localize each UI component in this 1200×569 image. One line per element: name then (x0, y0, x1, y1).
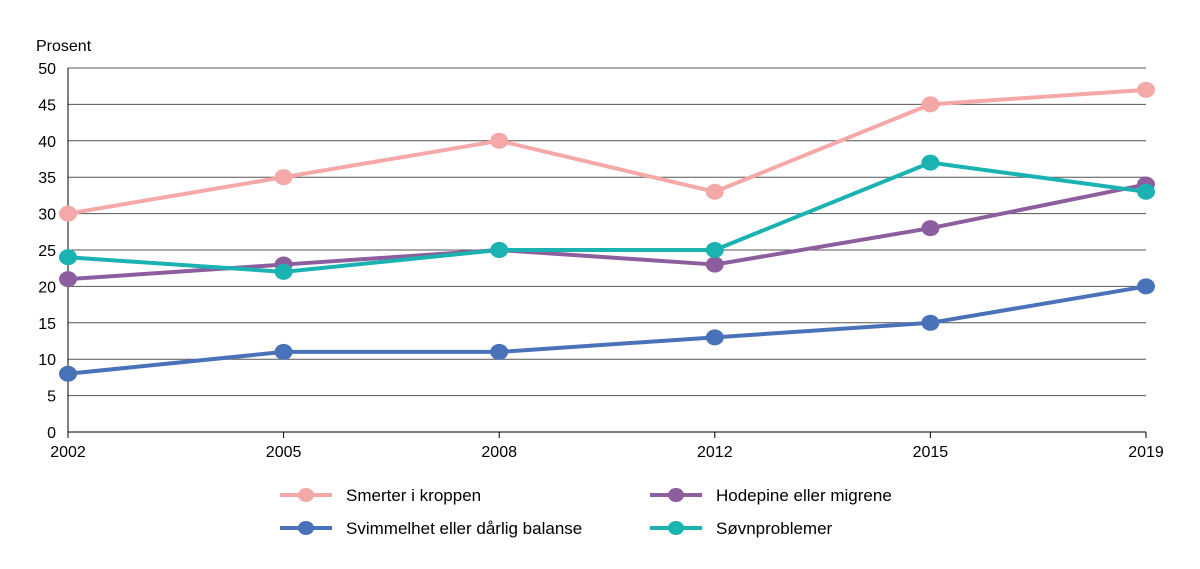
data-point (59, 271, 77, 288)
series (59, 81, 1155, 382)
y-tick-labels: 0 5 10 15 20 25 30 35 40 45 50 (38, 61, 56, 442)
x-tick-labels: 2002 2005 2008 2012 2015 2019 (50, 444, 1164, 461)
series-line (67, 160, 1147, 274)
data-point (59, 205, 77, 222)
data-point (490, 343, 509, 360)
y-tick-label: 20 (38, 279, 56, 296)
data-point (490, 132, 509, 149)
data-point (705, 183, 724, 200)
y-tick-label: 30 (38, 207, 56, 224)
legend-label: Smerter i kroppen (346, 486, 481, 505)
x-tick-label: 2012 (697, 444, 733, 461)
data-point (59, 249, 77, 266)
legend: Smerter i kroppen Hodepine eller migrene S… (280, 486, 892, 538)
y-tick-label: 0 (47, 425, 56, 442)
x-tick-label: 2015 (913, 444, 949, 461)
data-point (1137, 81, 1155, 98)
y-tick-label: 5 (47, 389, 56, 406)
legend-swatch-marker (668, 488, 684, 502)
data-point (921, 220, 940, 237)
y-tick-label: 40 (38, 134, 56, 151)
series-2 (59, 278, 1155, 382)
data-point (921, 96, 940, 113)
legend-swatch-marker (298, 488, 314, 502)
x-tick-label: 2002 (50, 444, 86, 461)
legend-item: Hodepine eller migrene (650, 486, 892, 505)
y-tick-label: 25 (38, 243, 56, 260)
series-1 (59, 176, 1155, 288)
y-tick-label: 50 (38, 61, 56, 78)
legend-item: Søvnproblemer (650, 519, 833, 538)
data-point (705, 329, 724, 346)
data-point (921, 154, 940, 171)
data-point (705, 242, 724, 258)
legend-label: Hodepine eller migrene (716, 486, 892, 505)
legend-item: Svimmelhet eller dårlig balanse (280, 519, 582, 538)
y-tick-label: 10 (38, 352, 56, 369)
data-point (274, 263, 293, 280)
legend-swatch-marker (668, 521, 684, 535)
series-line (67, 284, 1147, 376)
y-tick-label: 45 (38, 97, 56, 114)
data-point (274, 169, 293, 186)
series-0 (59, 81, 1155, 222)
series-line (67, 87, 1147, 216)
y-tick-label: 35 (38, 170, 56, 187)
y-tick-label: 15 (38, 316, 56, 333)
series-line (67, 182, 1147, 282)
data-point (490, 242, 509, 258)
data-point (1137, 278, 1155, 295)
series-3 (59, 154, 1155, 280)
data-point (1137, 183, 1155, 200)
legend-label: Søvnproblemer (716, 519, 833, 538)
x-tick-label: 2005 (266, 444, 302, 461)
x-tick-label: 2019 (1128, 444, 1164, 461)
data-point (921, 314, 940, 331)
legend-item: Smerter i kroppen (280, 486, 481, 505)
data-point (274, 343, 293, 360)
y-axis-title: Prosent (36, 38, 92, 55)
data-point (59, 365, 77, 382)
x-tick-label: 2008 (481, 444, 517, 461)
data-point (705, 256, 724, 273)
legend-swatch-marker (298, 521, 314, 535)
axes (67, 68, 1147, 438)
legend-label: Svimmelhet eller dårlig balanse (346, 519, 582, 538)
